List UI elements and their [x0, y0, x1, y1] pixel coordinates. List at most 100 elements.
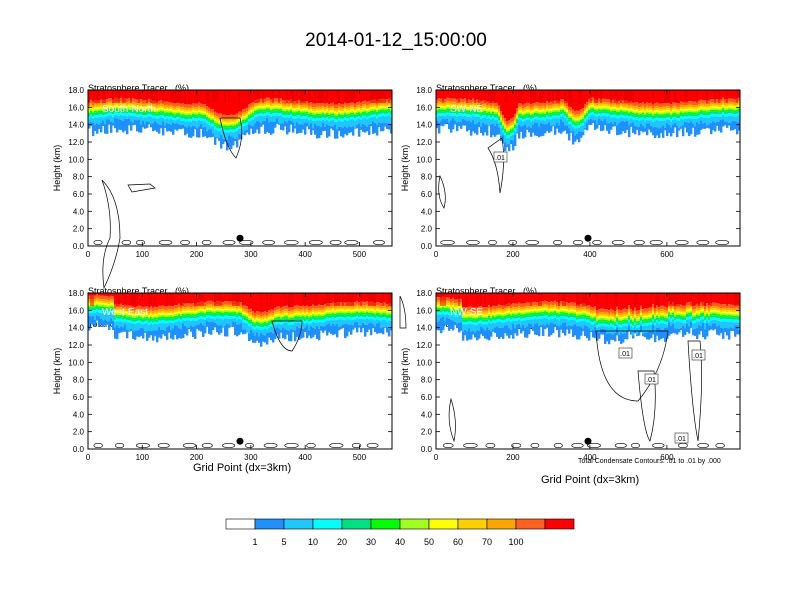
- y-tick-label: 0.0: [73, 242, 85, 251]
- y-tick-label: 2.0: [73, 225, 85, 234]
- header-line1: Stratosphere Tracer (%): [88, 83, 190, 93]
- y-tick-label: 12.0: [416, 138, 432, 147]
- y-tick-label: 8.0: [421, 173, 433, 182]
- contour-label: .01: [620, 351, 630, 358]
- contour-footnote: Total Condensate Contours: .01 to .01 by…: [578, 458, 721, 465]
- colorbar-label: 1: [252, 537, 257, 547]
- header-line1: Stratosphere Tracer (%): [436, 286, 538, 296]
- x-tick-label: 300: [244, 250, 258, 259]
- x-tick-label: 600: [660, 453, 674, 462]
- y-tick-label: 2.0: [73, 428, 85, 437]
- y-tick-label: 16.0: [68, 306, 84, 315]
- y-tick-label: 16.0: [416, 103, 432, 112]
- colorbar-label: 10: [308, 537, 318, 547]
- y-tick-label: 8.0: [421, 376, 433, 385]
- x-tick-label: 200: [190, 250, 204, 259]
- y-tick-label: 12.0: [68, 341, 84, 350]
- x-axis-label-left: Grid Point (dx=3km): [193, 462, 292, 474]
- colorbar-swatch: [341, 518, 372, 530]
- x-tick-label: 200: [190, 453, 204, 462]
- contour-label: .01: [693, 353, 703, 360]
- x-tick-label: 400: [298, 250, 312, 259]
- y-tick-label: 10.0: [416, 358, 432, 367]
- colorbar-label: 40: [395, 537, 405, 547]
- contour-label: .01: [646, 377, 656, 384]
- x-tick-label: 400: [583, 453, 597, 462]
- plot-area: [88, 90, 407, 329]
- y-tick-label: 12.0: [68, 138, 84, 147]
- y-tick-label: 18.0: [68, 289, 84, 298]
- contour-label: .01: [495, 155, 505, 162]
- y-tick-label: 0.0: [421, 445, 433, 454]
- x-tick-label: 100: [136, 250, 150, 259]
- y-tick-label: 0.0: [73, 445, 85, 454]
- plot-area: [88, 293, 393, 449]
- colorbar-label: 5: [281, 537, 286, 547]
- x-tick-label: 0: [434, 453, 439, 462]
- y-axis-label: Height (km): [52, 348, 62, 395]
- y-tick-label: 2.0: [421, 428, 433, 437]
- panel-label: NW-SE: [450, 307, 483, 318]
- panel-label: South-North: [102, 104, 156, 115]
- x-tick-label: 0: [86, 250, 91, 259]
- colorbar-swatch: [486, 518, 517, 530]
- contour-label: .01: [676, 436, 686, 443]
- x-tick-label: 600: [660, 250, 674, 259]
- x-tick-label: 500: [353, 453, 367, 462]
- colorbar-swatch: [428, 518, 459, 530]
- colorbar-swatch: [457, 518, 488, 530]
- x-axis-label-right: Grid Point (dx=3km): [541, 474, 640, 486]
- colorbar-label: 20: [337, 537, 347, 547]
- y-axis-label: Height (km): [400, 348, 410, 395]
- panel-label: West-East: [102, 307, 148, 318]
- location-marker: [584, 437, 592, 445]
- colorbar-swatch: [312, 518, 343, 530]
- colorbar-swatch: [515, 518, 546, 530]
- y-tick-label: 4.0: [421, 207, 433, 216]
- y-tick-label: 10.0: [416, 155, 432, 164]
- y-axis-label: Height (km): [400, 145, 410, 192]
- header-line1: Stratosphere Tracer (%): [436, 83, 538, 93]
- y-tick-label: 0.0: [421, 242, 433, 251]
- y-tick-label: 4.0: [73, 410, 85, 419]
- cross-section-panel-south-north: South-North 0.0 2.0 4.0 6.0 8.0 10.0 12.0 14.0 16…: [52, 86, 407, 329]
- cross-section-panel-nw-se: .01 .01 .01 .01 NW-SE 0.0 2.0 4.0 6.0 8.0 10.0 12.0…: [400, 289, 741, 462]
- chart-title: 2014-01-12_15:00:00: [305, 30, 487, 51]
- panel-label: SW-NE: [450, 104, 483, 115]
- colorbar-swatch: [283, 518, 314, 530]
- y-tick-label: 10.0: [68, 155, 84, 164]
- plot-area: .01 .01 .01 .01: [436, 293, 741, 449]
- location-marker: [584, 234, 592, 242]
- y-tick-label: 14.0: [68, 324, 84, 333]
- colorbar-label: 50: [424, 537, 434, 547]
- y-tick-label: 4.0: [73, 207, 85, 216]
- y-tick-label: 6.0: [73, 393, 85, 402]
- x-tick-label: 400: [583, 250, 597, 259]
- colorbar-label: 60: [453, 537, 463, 547]
- colorbar-swatch: [254, 518, 285, 530]
- y-tick-label: 4.0: [421, 410, 433, 419]
- y-tick-label: 2.0: [421, 225, 433, 234]
- cross-section-panel-sw-ne: .01 SW-NE 0.0 2.0 4.0 6.0 8.0 10.0 12.0 14.0 16.0 1…: [400, 86, 741, 259]
- colorbar-label: 70: [482, 537, 492, 547]
- plot-area: .01: [436, 90, 741, 246]
- y-tick-label: 14.0: [68, 121, 84, 130]
- colorbar-label: 100: [508, 537, 523, 547]
- y-tick-label: 14.0: [416, 324, 432, 333]
- header-line1: Stratosphere Tracer (%): [88, 286, 190, 296]
- y-axis-label: Height (km): [52, 145, 62, 192]
- y-tick-label: 12.0: [416, 341, 432, 350]
- y-tick-label: 14.0: [416, 121, 432, 130]
- colorbar-swatch: [225, 518, 256, 530]
- x-tick-label: 0: [86, 453, 91, 462]
- x-tick-label: 0: [434, 250, 439, 259]
- y-tick-label: 6.0: [73, 190, 85, 199]
- y-tick-label: 8.0: [73, 376, 85, 385]
- y-tick-label: 16.0: [68, 103, 84, 112]
- x-tick-label: 200: [506, 250, 520, 259]
- colorbar-label: 30: [366, 537, 376, 547]
- y-tick-label: 18.0: [416, 289, 432, 298]
- y-tick-label: 6.0: [421, 190, 433, 199]
- y-tick-label: 8.0: [73, 173, 85, 182]
- cross-section-panel-west-east: West-East 0.0 2.0 4.0 6.0 8.0 10.0 12.0 14.0 16.0…: [52, 289, 393, 462]
